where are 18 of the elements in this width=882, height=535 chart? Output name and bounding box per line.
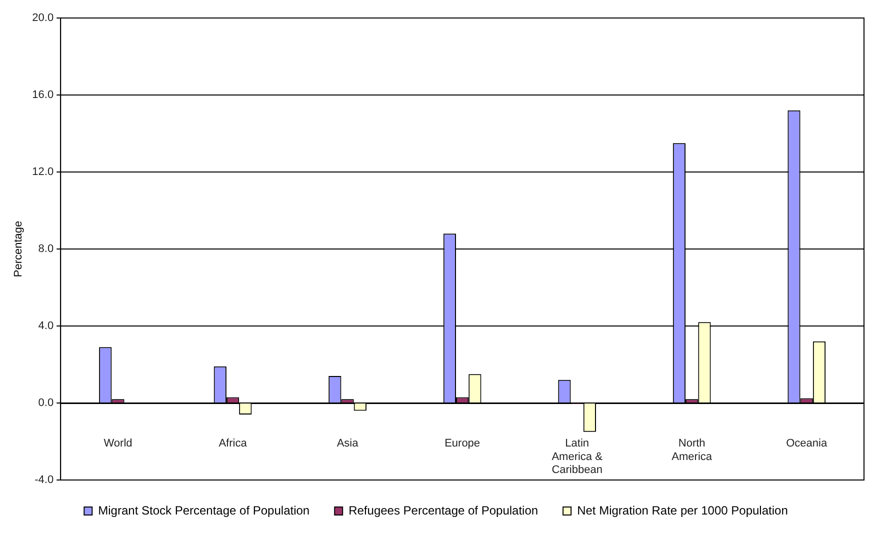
y-axis-title: Percentage <box>12 220 25 278</box>
y-tick-label: 8.0 <box>38 243 54 256</box>
y-tick-label: 20.0 <box>32 12 54 24</box>
legend-label: Migrant Stock Percentage of Population <box>98 503 310 518</box>
x-tick-label: Oceania <box>786 438 828 450</box>
x-tick-label: World <box>104 438 132 450</box>
legend-label: Net Migration Rate per 1000 Population <box>577 503 788 518</box>
x-tick-label: Asia <box>336 438 360 450</box>
y-tick-label: 16.0 <box>32 89 54 102</box>
x-tick-label: Latin America & Caribbean <box>552 438 604 476</box>
x-tick-label: North America <box>672 438 713 463</box>
y-tick-label: -4.0 <box>34 474 54 486</box>
x-tick-label: Africa <box>218 438 248 450</box>
legend-label: Refugees Percentage of Population <box>348 503 538 518</box>
y-tick-label: 12.0 <box>32 166 54 178</box>
x-tick-label: Europe <box>444 438 480 450</box>
y-tick-label: 4.0 <box>38 320 54 332</box>
y-tick-label: 0.0 <box>38 397 54 410</box>
